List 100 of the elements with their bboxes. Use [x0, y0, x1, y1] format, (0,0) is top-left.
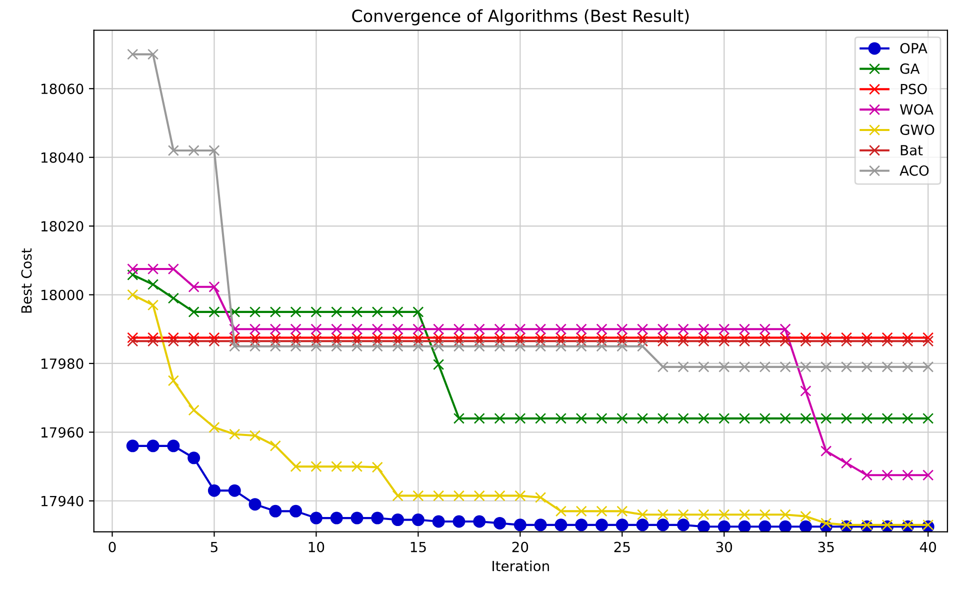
point: [861, 470, 872, 481]
point: [351, 460, 363, 472]
point: [453, 340, 465, 352]
point: [432, 515, 445, 528]
point: [392, 340, 404, 352]
legend-label: GWO: [900, 124, 934, 136]
point: [800, 336, 812, 347]
point: [780, 324, 791, 335]
point: [554, 518, 568, 532]
point: [474, 340, 485, 352]
point: [331, 324, 342, 335]
point: [596, 340, 608, 352]
point: [412, 332, 424, 344]
point: [596, 324, 608, 335]
point: [922, 336, 934, 347]
point: [229, 324, 240, 335]
point: [310, 460, 322, 472]
point: [535, 340, 546, 352]
point: [310, 336, 322, 347]
point: [657, 324, 668, 335]
point: [392, 514, 404, 526]
point: [350, 512, 364, 524]
point: [248, 498, 262, 511]
x-tick-label: 35: [818, 542, 834, 552]
point: [576, 506, 587, 517]
point: [882, 336, 893, 347]
point: [249, 430, 261, 442]
point: [310, 340, 322, 352]
point: [535, 492, 546, 503]
point: [657, 336, 668, 347]
point: [718, 412, 730, 424]
point: [636, 509, 648, 520]
point: [678, 332, 689, 344]
point: [249, 306, 261, 318]
point: [188, 452, 200, 464]
point: [616, 340, 628, 352]
point: [412, 324, 424, 335]
point: [494, 412, 506, 424]
point: [840, 361, 852, 372]
point: [678, 509, 689, 520]
point: [188, 306, 200, 318]
point: [882, 361, 893, 372]
point: [372, 332, 383, 344]
point: [208, 484, 220, 497]
point: [779, 520, 792, 532]
point: [290, 324, 302, 335]
point: [555, 412, 567, 424]
point: [474, 412, 485, 424]
point: [759, 336, 770, 347]
point: [678, 361, 689, 372]
point: [433, 332, 444, 344]
y-tick-label: 18000: [42, 290, 84, 300]
point: [698, 336, 710, 347]
point: [596, 412, 608, 424]
point: [188, 404, 200, 416]
point: [392, 490, 404, 502]
point: [616, 332, 628, 344]
point: [514, 332, 526, 344]
point: [698, 361, 710, 372]
point: [474, 324, 485, 335]
point: [902, 412, 914, 424]
point: [372, 462, 383, 473]
point: [759, 332, 770, 344]
point: [188, 281, 200, 292]
legend-label: GA: [900, 63, 920, 74]
point: [678, 324, 689, 335]
point: [290, 336, 302, 347]
y-tick-label: 18040: [42, 152, 84, 163]
point: [595, 518, 608, 532]
point: [188, 336, 200, 347]
point: [534, 518, 547, 532]
point: [800, 412, 812, 424]
point: [473, 515, 486, 528]
x-tick-label: 25: [614, 542, 630, 552]
point: [168, 375, 179, 386]
point: [514, 340, 526, 352]
point: [208, 422, 220, 433]
point: [861, 336, 872, 347]
point: [270, 324, 281, 335]
point: [840, 332, 852, 344]
point: [249, 340, 261, 352]
chart-title: Convergence of Algorithms (Best Result): [352, 9, 689, 26]
point: [372, 336, 383, 347]
legend-label: PSO: [900, 84, 927, 94]
y-tick-label: 17960: [42, 427, 84, 438]
x-tick-label: 5: [210, 542, 218, 552]
point: [474, 336, 485, 347]
point: [922, 332, 934, 344]
point: [657, 509, 668, 520]
point: [718, 324, 730, 335]
point: [861, 361, 872, 372]
point: [270, 340, 281, 352]
point: [738, 336, 750, 347]
point: [167, 440, 180, 452]
point: [127, 289, 138, 300]
point: [229, 336, 240, 347]
point: [616, 324, 628, 335]
point: [514, 490, 526, 502]
point: [494, 340, 506, 352]
point: [331, 332, 342, 344]
